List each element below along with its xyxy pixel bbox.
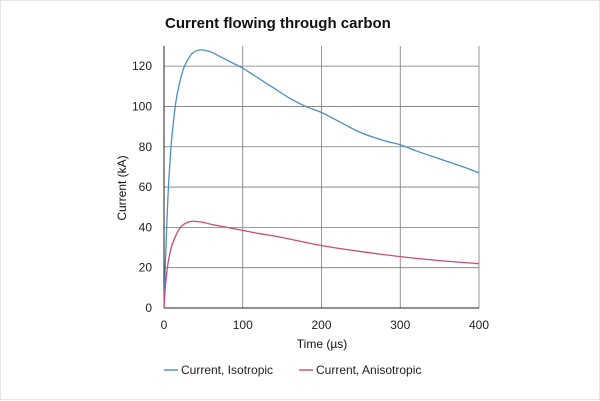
tick-labels: 0 20 40 60 80 100 120 0 100 200 300 400 <box>132 59 489 332</box>
x-tick-label: 200 <box>311 318 331 332</box>
y-tick-label: 100 <box>132 99 152 113</box>
x-axis-label: Time (µs) <box>297 337 347 351</box>
y-tick-label: 60 <box>139 180 153 194</box>
axes <box>163 46 479 309</box>
x-tick-label: 100 <box>233 318 253 332</box>
y-tick-label: 120 <box>132 59 152 73</box>
grid <box>164 46 480 308</box>
legend-item: Current, Anisotropic <box>299 363 421 377</box>
x-tick-label: 0 <box>161 318 168 332</box>
x-tick-label: 400 <box>469 318 489 332</box>
y-tick-label: 20 <box>139 261 153 275</box>
y-tick-label: 0 <box>145 301 152 315</box>
series-line-anisotropic <box>163 220 480 309</box>
legend: Current, Isotropic Current, Anisotropic <box>164 363 421 377</box>
legend-item: Current, Isotropic <box>164 363 273 377</box>
y-tick-label: 80 <box>139 140 153 154</box>
y-tick-label: 40 <box>139 220 153 234</box>
chart-title: Current flowing through carbon <box>165 15 391 32</box>
series-layer <box>163 49 480 309</box>
legend-label: Current, Anisotropic <box>316 363 421 377</box>
series-line-isotropic <box>163 49 480 309</box>
y-axis-label: Current (kA) <box>115 155 129 220</box>
legend-label: Current, Isotropic <box>181 363 273 377</box>
x-tick-label: 300 <box>390 318 410 332</box>
